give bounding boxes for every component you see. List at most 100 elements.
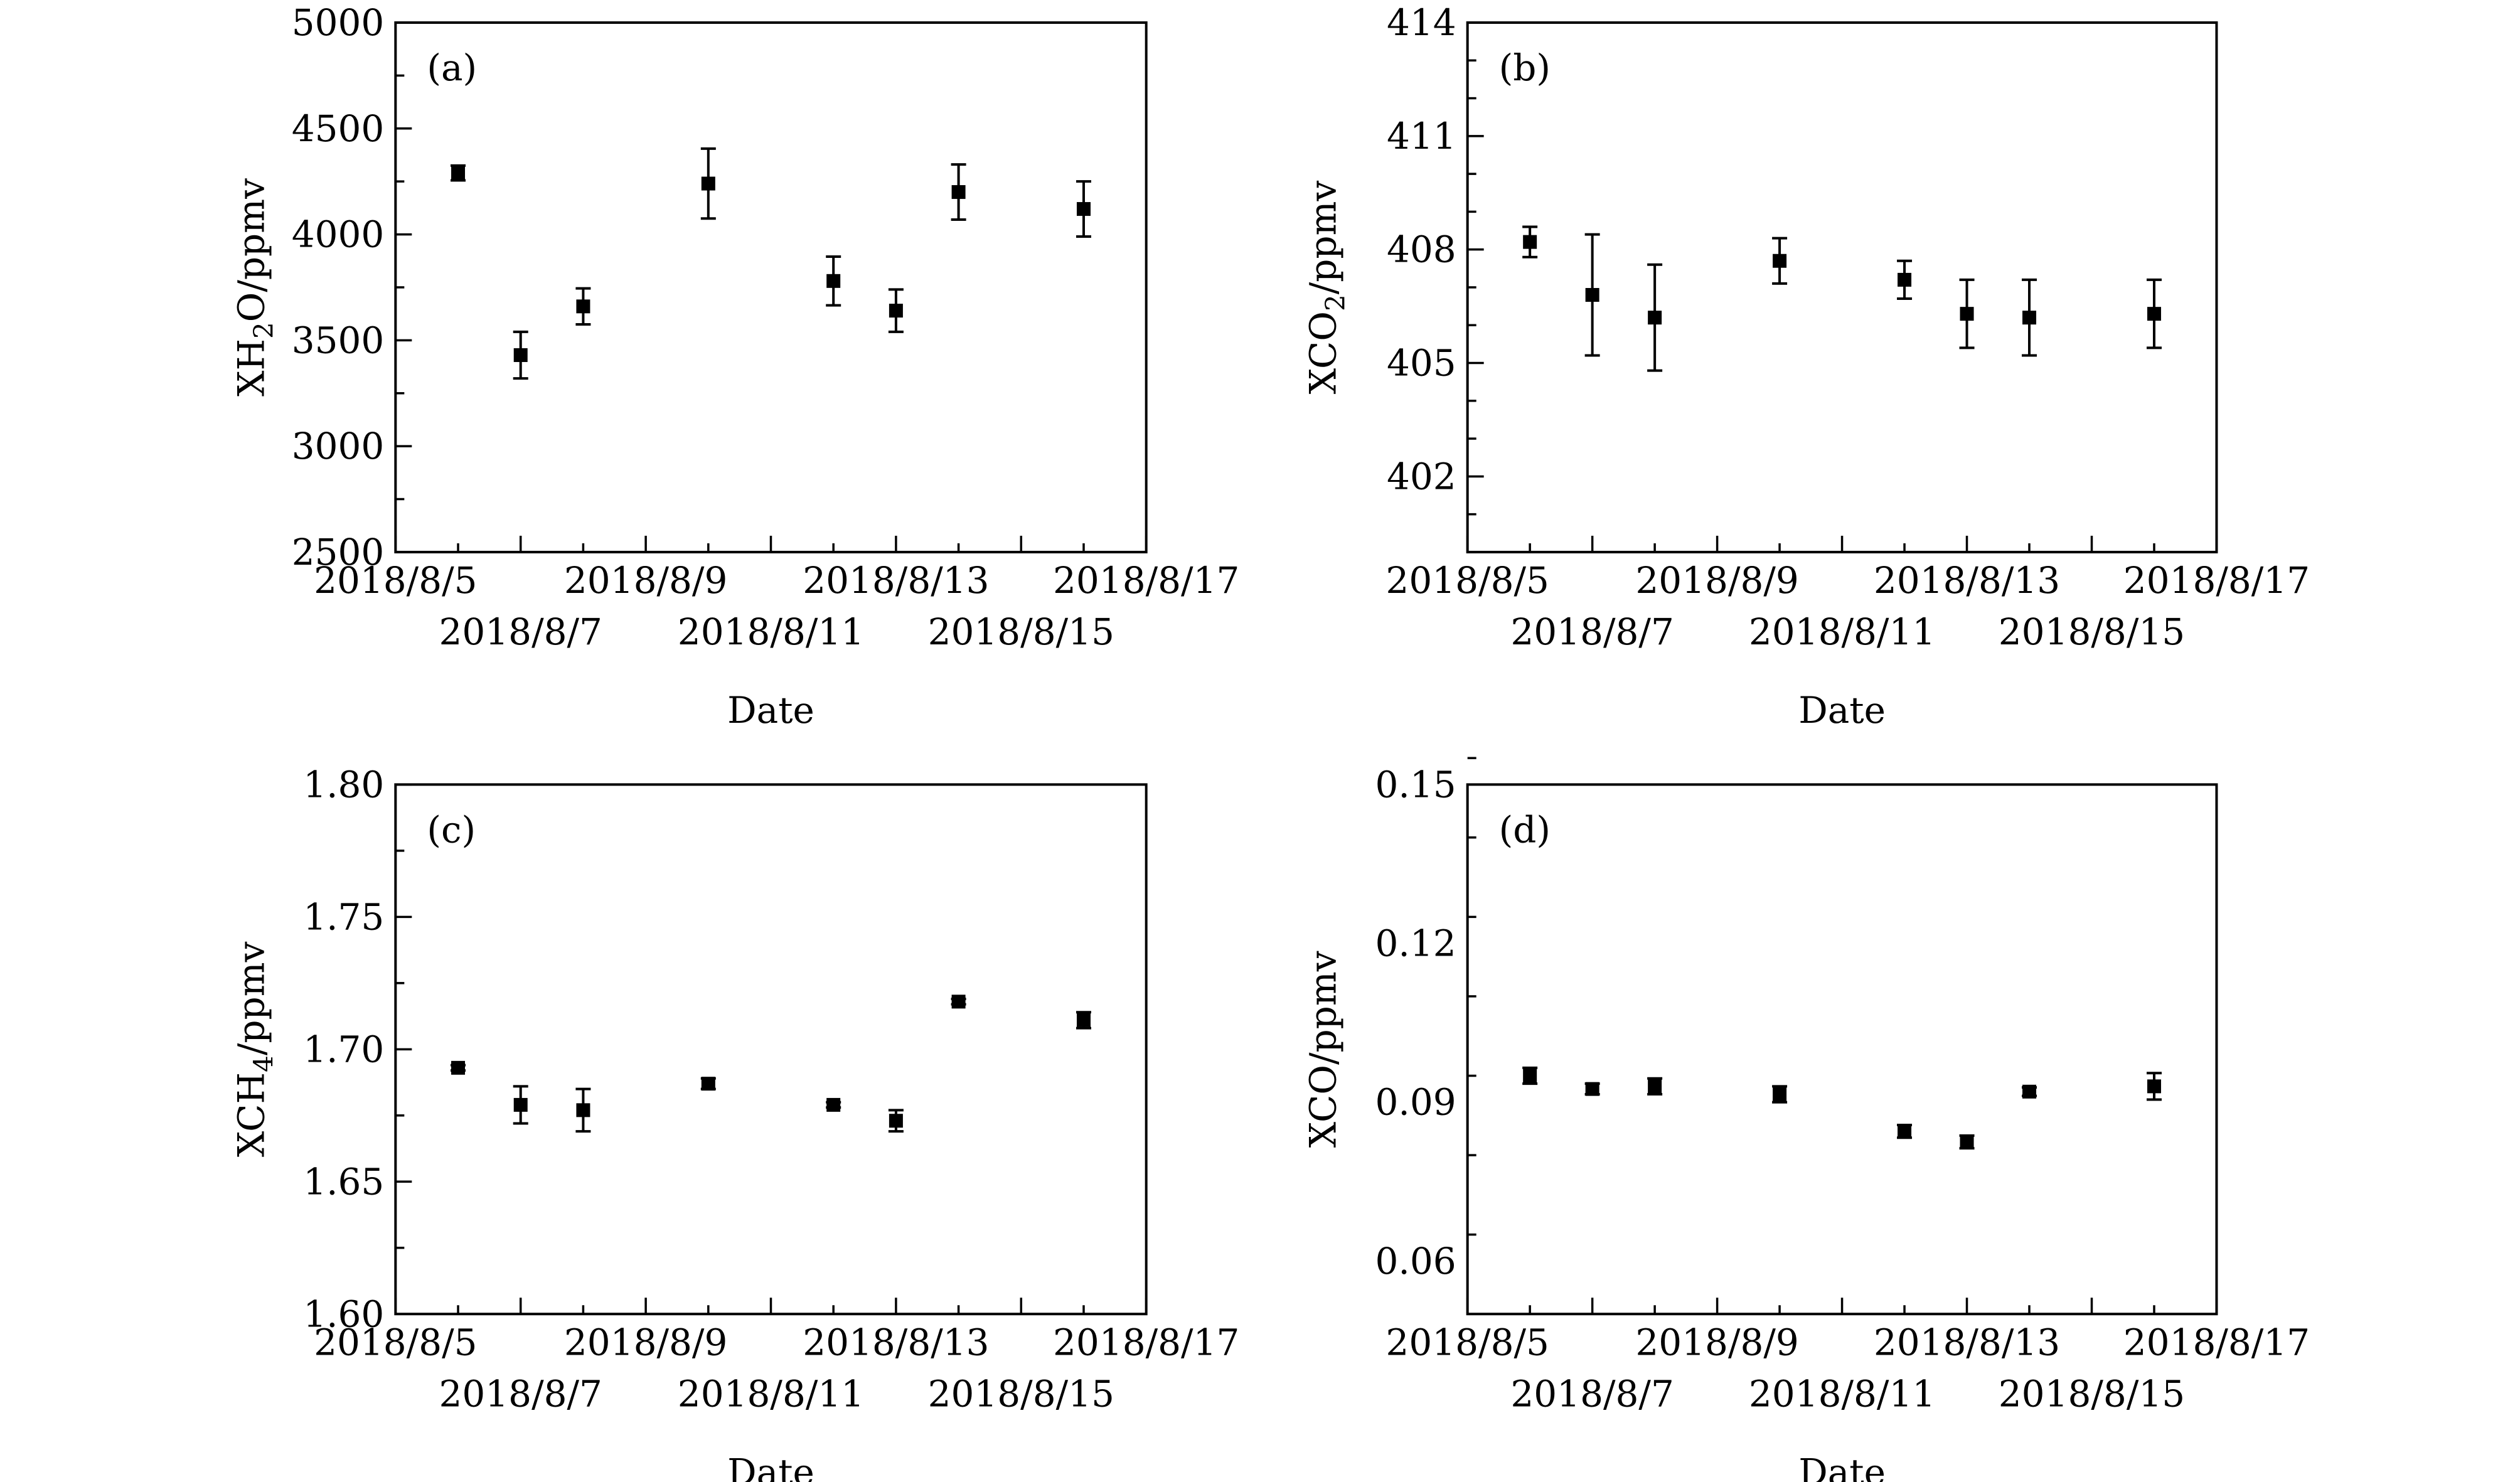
y-axis-title: XCO2/ppmv (1302, 180, 1351, 394)
data-point (1648, 1079, 1662, 1094)
y-tick-label: 405 (1387, 342, 1456, 385)
data-point (1585, 288, 1599, 302)
y-tick-label: 0.09 (1375, 1081, 1456, 1124)
chart-panel-1: 2018/8/5 2018/8/7 2018/8/9 2018/8/11 2018/8/… (230, 1, 1239, 732)
y-axis-title-main: XCO/ppmv (1302, 951, 1345, 1148)
data-point (513, 348, 528, 362)
x-axis-title: Date (1798, 1451, 1886, 1482)
x-tick-label: 2018/8/13 (1874, 1321, 2060, 1363)
y-axis-title-main: XCO (1302, 311, 1345, 394)
data-point (1960, 307, 1974, 321)
x-tick-label: 2018/8/9 (564, 1321, 728, 1363)
y-tick-label: 0.15 (1375, 763, 1456, 806)
data-point (2147, 1079, 2161, 1094)
y-tick-label: 4000 (292, 213, 385, 256)
y-axis-title-main: XCH (230, 1072, 272, 1157)
y-tick-label: 1.75 (303, 895, 384, 938)
y-tick-label: 1.80 (303, 763, 384, 806)
y-axis-title-unit: /ppmv (1302, 180, 1345, 294)
x-axis-title: Date (1798, 689, 1886, 732)
y-tick-label: 3500 (292, 319, 385, 361)
data-point (1898, 1124, 1912, 1139)
data-point (451, 166, 466, 180)
chart-panel-2: 2018/8/5 2018/8/7 2018/8/9 2018/8/11 2018/8/… (1302, 1, 2310, 732)
x-tick-label: 2018/8/5 (1385, 559, 1549, 602)
x-tick-label: 2018/8/15 (1999, 610, 2185, 653)
data-point (576, 299, 590, 314)
y-tick-label: 0.12 (1375, 922, 1456, 965)
x-tick-label: 2018/8/13 (803, 559, 989, 602)
data-point (1773, 253, 1787, 268)
x-tick-label: 2018/8/15 (928, 610, 1114, 653)
data-point (826, 1097, 841, 1112)
x-tick-label: 2018/8/17 (2123, 1321, 2310, 1363)
chart-panel-3: 2018/8/5 2018/8/7 2018/8/9 2018/8/11 2018/8/… (230, 763, 1239, 1482)
y-axis-title-unit: O/ppmv (230, 178, 272, 322)
y-tick-label: 2500 (292, 531, 385, 573)
x-tick-label: 2018/8/9 (564, 559, 728, 602)
y-tick-label: 3000 (292, 425, 385, 467)
y-tick-label: 5000 (292, 1, 385, 44)
plot-frame (394, 21, 1148, 553)
data-point (701, 1077, 715, 1091)
data-point (1076, 202, 1091, 216)
y-tick-label: 408 (1387, 228, 1456, 271)
y-tick-label: 411 (1387, 115, 1456, 157)
y-axis-title-main: XH (230, 339, 272, 397)
x-tick-label: 2018/8/5 (314, 559, 478, 602)
y-tick-label: 1.65 (303, 1160, 384, 1203)
y-tick-label: 1.70 (303, 1028, 384, 1070)
data-point (1773, 1087, 1787, 1102)
y-tick-label: 0.06 (1375, 1240, 1456, 1282)
data-point (2022, 311, 2037, 325)
x-axis-title: Date (727, 689, 814, 732)
panel-label: (b) (1499, 46, 1551, 89)
data-point (1076, 1013, 1091, 1027)
y-tick-label: 402 (1387, 455, 1456, 498)
data-point (889, 304, 903, 318)
data-point (1960, 1134, 1974, 1149)
x-tick-label: 2018/8/11 (678, 1372, 864, 1415)
x-axis-title: Date (727, 1451, 814, 1482)
data-point (701, 176, 715, 191)
panel-label: (c) (427, 808, 476, 851)
x-tick-label: 2018/8/7 (439, 1372, 602, 1415)
plot-frame (1466, 783, 2218, 1316)
y-axis-title-unit: /ppmv (230, 941, 272, 1055)
y-axis-title: XCO/ppmv (1302, 951, 1345, 1148)
x-tick-label: 2018/8/11 (1749, 1372, 1935, 1415)
data-point (951, 994, 966, 1009)
data-point (951, 185, 966, 200)
x-tick-label: 2018/8/17 (1053, 1321, 1239, 1363)
x-tick-label: 2018/8/5 (314, 1321, 478, 1363)
data-point (513, 1097, 528, 1112)
y-axis-title: XCH4/ppmv (230, 941, 279, 1157)
plot-frame (1466, 21, 2218, 553)
x-tick-label: 2018/8/17 (1053, 559, 1239, 602)
y-tick-label: 414 (1387, 1, 1456, 44)
x-tick-label: 2018/8/13 (1874, 559, 2060, 602)
data-point (889, 1114, 903, 1128)
x-tick-label: 2018/8/11 (1749, 610, 1935, 653)
y-axis-title-subscript: 4 (248, 1055, 279, 1072)
x-tick-label: 2018/8/5 (1385, 1321, 1549, 1363)
data-point (1585, 1082, 1599, 1096)
y-tick-label: 4500 (292, 107, 385, 150)
y-axis-title: XH2O/ppmv (230, 178, 279, 397)
x-tick-label: 2018/8/17 (2123, 559, 2310, 602)
data-point (826, 274, 841, 288)
panel-label: (a) (427, 46, 477, 89)
data-point (576, 1103, 590, 1117)
x-tick-label: 2018/8/11 (678, 610, 864, 653)
chart-panel-4: 2018/8/5 2018/8/7 2018/8/9 2018/8/11 2018/8/… (1302, 757, 2310, 1482)
y-axis-title-subscript: 2 (1320, 294, 1351, 311)
y-tick-label: 1.60 (303, 1293, 384, 1335)
x-tick-label: 2018/8/9 (1635, 559, 1799, 602)
y-axis-title-subscript: 2 (248, 322, 279, 339)
panel-label: (d) (1499, 808, 1551, 851)
x-tick-label: 2018/8/7 (439, 610, 602, 653)
plot-frame (394, 783, 1148, 1316)
data-point (1523, 1069, 1537, 1083)
x-tick-label: 2018/8/7 (1510, 610, 1674, 653)
